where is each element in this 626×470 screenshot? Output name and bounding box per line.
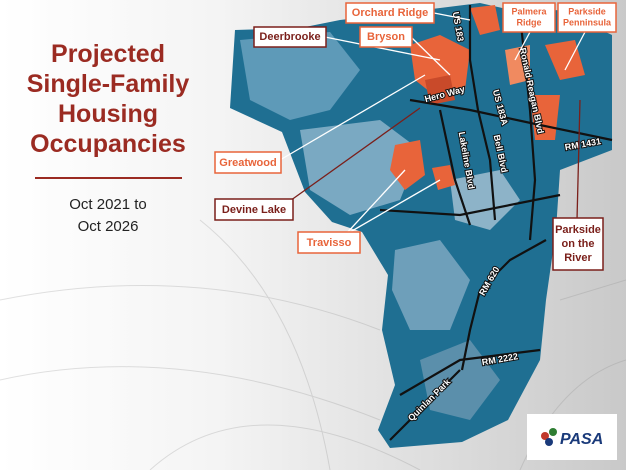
title-line: Housing (58, 100, 158, 128)
callout-label: River (564, 252, 592, 264)
road (518, 14, 537, 241)
leader-line (433, 12, 471, 21)
map-region-light (420, 340, 500, 420)
map-region-light (392, 240, 470, 330)
map-region-orange (530, 95, 560, 140)
road (409, 98, 613, 142)
title-line: Single-Family (27, 70, 190, 98)
logo-icon (545, 438, 553, 446)
logo-icon (549, 428, 557, 436)
leader-line (344, 169, 406, 236)
callout-box (297, 231, 361, 254)
map-region (230, 3, 612, 448)
callout-box (502, 2, 556, 33)
title-line: Projected (51, 40, 165, 68)
road (460, 239, 547, 371)
callout-label: Travisso (307, 237, 352, 249)
callout-box (345, 2, 435, 24)
callout-box (253, 26, 327, 48)
callout-label: Parkside (568, 6, 606, 16)
road (438, 109, 472, 226)
map-region-light (240, 32, 360, 120)
leader-line (514, 31, 531, 61)
map-region-orange (425, 75, 455, 105)
road (399, 348, 541, 396)
callout-box (552, 217, 604, 271)
road (468, 5, 497, 221)
callout-label: on the (562, 238, 595, 250)
callout-label: Palmera (511, 6, 547, 16)
leader-line (279, 74, 426, 161)
logo-icon (541, 432, 549, 440)
callout-label: Deerbrooke (259, 31, 320, 43)
map-region-light (300, 120, 420, 215)
road (379, 193, 561, 217)
leader-line (279, 107, 421, 209)
leader-line (411, 37, 451, 76)
callout-label: Devine Lake (222, 204, 286, 216)
callout-box (214, 198, 294, 221)
callout-label: Orchard Ridge (352, 7, 428, 19)
leader-line (576, 99, 581, 221)
map-region-orange (432, 165, 455, 190)
callout-box (557, 2, 617, 33)
title-line: Occupancies (30, 130, 186, 158)
callout-box (214, 151, 282, 174)
road (389, 369, 461, 441)
map-region-orange (470, 5, 500, 35)
leader-line (564, 31, 586, 71)
leader-line (344, 179, 441, 236)
callout-label: Penninsula (563, 17, 612, 27)
callout-label: Bryson (367, 31, 405, 43)
logo-text: PASA (560, 431, 603, 448)
leader-line (324, 36, 441, 61)
callout-box (359, 26, 413, 48)
date-line: Oct 2026 (78, 218, 139, 235)
callout-label: Parkside (555, 224, 601, 236)
callout-label: Ridge (516, 17, 541, 27)
leader-lines (279, 12, 586, 236)
callout-label: Greatwood (219, 157, 276, 169)
map (230, 3, 613, 448)
date-line: Oct 2021 to (69, 196, 147, 213)
